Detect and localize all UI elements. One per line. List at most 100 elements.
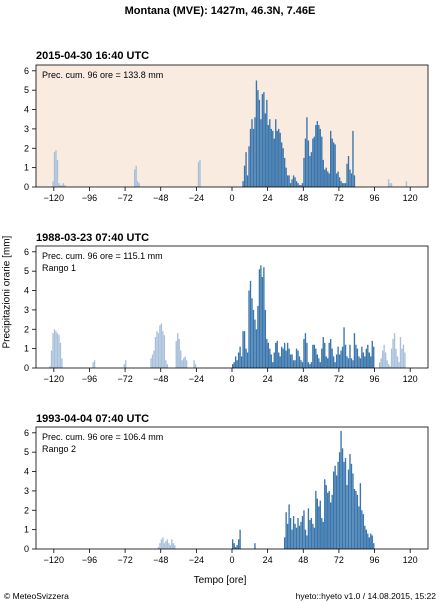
bar-light bbox=[163, 335, 166, 368]
bar-light bbox=[138, 183, 140, 187]
x-tick-label: −120 bbox=[44, 374, 64, 384]
bar-dark bbox=[335, 475, 338, 549]
bar-dark bbox=[371, 535, 373, 549]
x-tick-label: −72 bbox=[117, 555, 132, 565]
bar-dark bbox=[266, 99, 268, 187]
chart-panel-3: −120 −96 −72 −48 −24 0 24 48 72 96 120 0 1 2 3 4 5 6 Prec.… bbox=[24, 426, 429, 565]
bar-dark bbox=[243, 165, 246, 187]
y-tick-label: 1 bbox=[24, 163, 29, 173]
bar-dark bbox=[353, 175, 356, 187]
bar-dark bbox=[298, 525, 301, 549]
bar-dark bbox=[294, 177, 296, 187]
y-tick-label: 4 bbox=[24, 105, 29, 115]
bar-dark bbox=[322, 159, 324, 187]
bar-light bbox=[157, 333, 160, 368]
bar-dark bbox=[246, 175, 249, 187]
bar-light bbox=[404, 352, 406, 368]
bar-dark bbox=[285, 350, 287, 368]
y-tick-label: 3 bbox=[24, 124, 29, 134]
bar-light bbox=[56, 159, 59, 187]
y-tick-label: 5 bbox=[24, 266, 29, 276]
bar-dark bbox=[294, 360, 296, 368]
bar-light bbox=[389, 183, 391, 187]
bar-dark bbox=[331, 138, 333, 187]
panel-title-3: 1993-04-04 07:40 UTC bbox=[36, 413, 150, 425]
bar-light bbox=[61, 185, 63, 187]
bar-dark bbox=[330, 130, 332, 187]
plot-frame bbox=[35, 245, 429, 369]
bar-dark bbox=[361, 346, 363, 368]
bar-dark bbox=[330, 338, 332, 368]
bar-light bbox=[165, 541, 167, 549]
bar-light bbox=[159, 325, 161, 368]
bar-dark bbox=[359, 483, 362, 549]
bar-dark bbox=[298, 356, 301, 368]
bar-light bbox=[156, 331, 158, 368]
bar-dark bbox=[371, 340, 373, 368]
bar-light bbox=[160, 323, 163, 368]
bar-dark bbox=[255, 329, 258, 368]
x-tick-label: 96 bbox=[370, 555, 380, 565]
bar-dark bbox=[233, 362, 235, 368]
x-tick-label: 24 bbox=[263, 374, 273, 384]
bar-dark bbox=[304, 529, 307, 549]
bar-dark bbox=[319, 362, 321, 368]
bar-dark bbox=[327, 492, 329, 549]
x-tick-label: −96 bbox=[82, 555, 97, 565]
bar-dark bbox=[297, 350, 299, 368]
bar-dark bbox=[325, 167, 327, 187]
bar-dark bbox=[245, 152, 247, 187]
bar-dark bbox=[248, 146, 250, 187]
bar-dark bbox=[267, 342, 270, 368]
bar-dark bbox=[245, 348, 247, 368]
bar-dark bbox=[279, 356, 281, 368]
bar-dark bbox=[332, 142, 335, 187]
bar-dark bbox=[309, 364, 311, 368]
y-tick-label: 6 bbox=[24, 428, 29, 438]
bar-dark bbox=[300, 360, 302, 368]
bar-dark bbox=[328, 342, 330, 368]
bar-dark bbox=[341, 183, 344, 187]
bar-dark bbox=[286, 342, 289, 368]
bar-dark bbox=[240, 356, 243, 368]
bar-dark bbox=[304, 333, 307, 368]
bar-dark bbox=[275, 342, 277, 368]
bar-dark bbox=[313, 344, 316, 368]
bar-dark bbox=[278, 352, 280, 368]
panel-title-1: 2015-04-30 16:40 UTC bbox=[36, 50, 150, 62]
y-tick-label: 6 bbox=[24, 66, 29, 76]
bar-light bbox=[389, 366, 391, 368]
version-footer: hyeto::hyeto v1.0 / 14.08.2015, 15:22 bbox=[295, 591, 436, 601]
bar-dark bbox=[310, 152, 313, 187]
bar-dark bbox=[282, 348, 284, 368]
panel-annotation: Prec. cum. 96 ore = 106.4 mm bbox=[42, 432, 163, 442]
x-tick-label: 72 bbox=[334, 193, 344, 203]
bar-dark bbox=[340, 430, 342, 549]
bar-dark bbox=[315, 348, 317, 368]
bar-dark bbox=[335, 173, 338, 187]
bar-dark bbox=[321, 348, 323, 368]
bar-light bbox=[55, 331, 57, 368]
bar-dark bbox=[337, 346, 339, 368]
bar-light bbox=[381, 350, 384, 368]
y-tick-label: 3 bbox=[24, 486, 29, 496]
chart-panel-2: −120 −96 −72 −48 −24 0 24 48 72 96 120 0 1 2 3 4 5 6 Prec.… bbox=[24, 245, 429, 384]
x-tick-label: 96 bbox=[370, 193, 380, 203]
bar-dark bbox=[303, 510, 305, 549]
bar-dark bbox=[355, 344, 357, 368]
x-tick-label: 96 bbox=[370, 374, 380, 384]
bar-light bbox=[163, 543, 166, 549]
bar-dark bbox=[312, 523, 314, 549]
bar-dark bbox=[325, 485, 327, 549]
bar-dark bbox=[322, 521, 324, 549]
x-tick-label: −120 bbox=[44, 193, 64, 203]
bar-light bbox=[162, 331, 164, 368]
bar-dark bbox=[344, 344, 347, 368]
bar-dark bbox=[234, 547, 237, 549]
bar-dark bbox=[341, 346, 344, 368]
bar-light bbox=[392, 338, 394, 368]
y-tick-label: 1 bbox=[24, 525, 29, 535]
bar-dark bbox=[285, 167, 287, 187]
bar-dark bbox=[316, 354, 319, 368]
bar-light bbox=[386, 360, 388, 368]
